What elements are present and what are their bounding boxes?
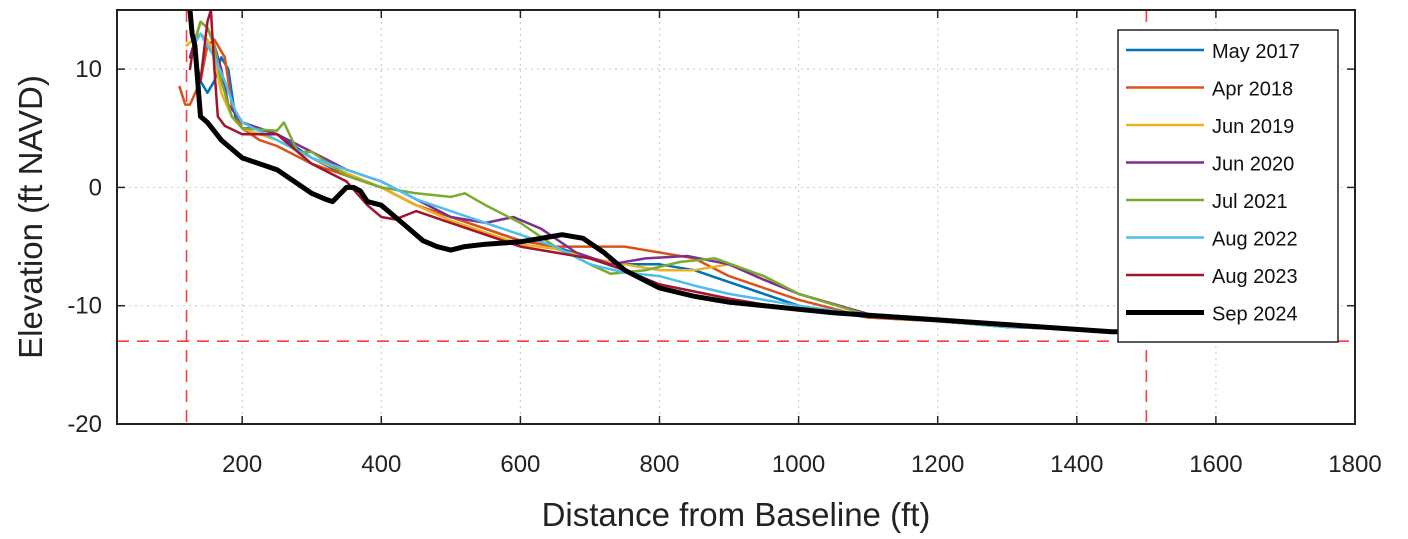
series-line-7 — [187, 10, 1121, 335]
legend-label: Apr 2018 — [1212, 79, 1293, 101]
legend-label: Jul 2021 — [1212, 191, 1288, 213]
x-tick-label: 600 — [500, 451, 540, 478]
series-lines — [178, 10, 1121, 335]
x-tick-label: 1400 — [1050, 451, 1103, 478]
legend-label: Jun 2019 — [1212, 116, 1294, 138]
y-tick-labels: -20 -10 0 10 — [67, 56, 102, 438]
legend-label: Sep 2024 — [1212, 304, 1298, 326]
x-tick-labels: 200 400 600 800 1000 1200 1400 1600 1800 — [222, 451, 1382, 478]
legend-box — [1117, 29, 1339, 343]
x-tick-label: 1200 — [911, 451, 964, 478]
x-tick-label: 1800 — [1328, 451, 1381, 478]
x-tick-label: 1600 — [1189, 451, 1242, 478]
legend: May 2017 Apr 2018 Jun 2019 Jun 2020 Jul 2021… — [1117, 29, 1339, 343]
y-tick-label: 10 — [75, 56, 102, 83]
x-axis-title: Distance from Baseline (ft) — [542, 496, 931, 533]
x-tick-label: 200 — [222, 451, 262, 478]
plot-frame — [116, 9, 1356, 425]
axis-ticks — [117, 10, 1356, 425]
x-tick-label: 1000 — [772, 451, 825, 478]
series-line-4 — [192, 20, 1120, 335]
legend-label: Jun 2020 — [1212, 154, 1294, 176]
y-axis-title: Elevation (ft NAVD) — [12, 75, 49, 359]
y-tick-label: -10 — [67, 293, 102, 320]
y-tick-label: 0 — [89, 174, 102, 201]
legend-label: Aug 2022 — [1212, 229, 1298, 251]
x-tick-label: 800 — [639, 451, 679, 478]
legend-label: Aug 2023 — [1212, 266, 1298, 288]
grid — [117, 10, 1355, 424]
legend-label: May 2017 — [1212, 41, 1300, 63]
y-tick-label: -20 — [67, 411, 102, 438]
x-tick-label: 400 — [361, 451, 401, 478]
